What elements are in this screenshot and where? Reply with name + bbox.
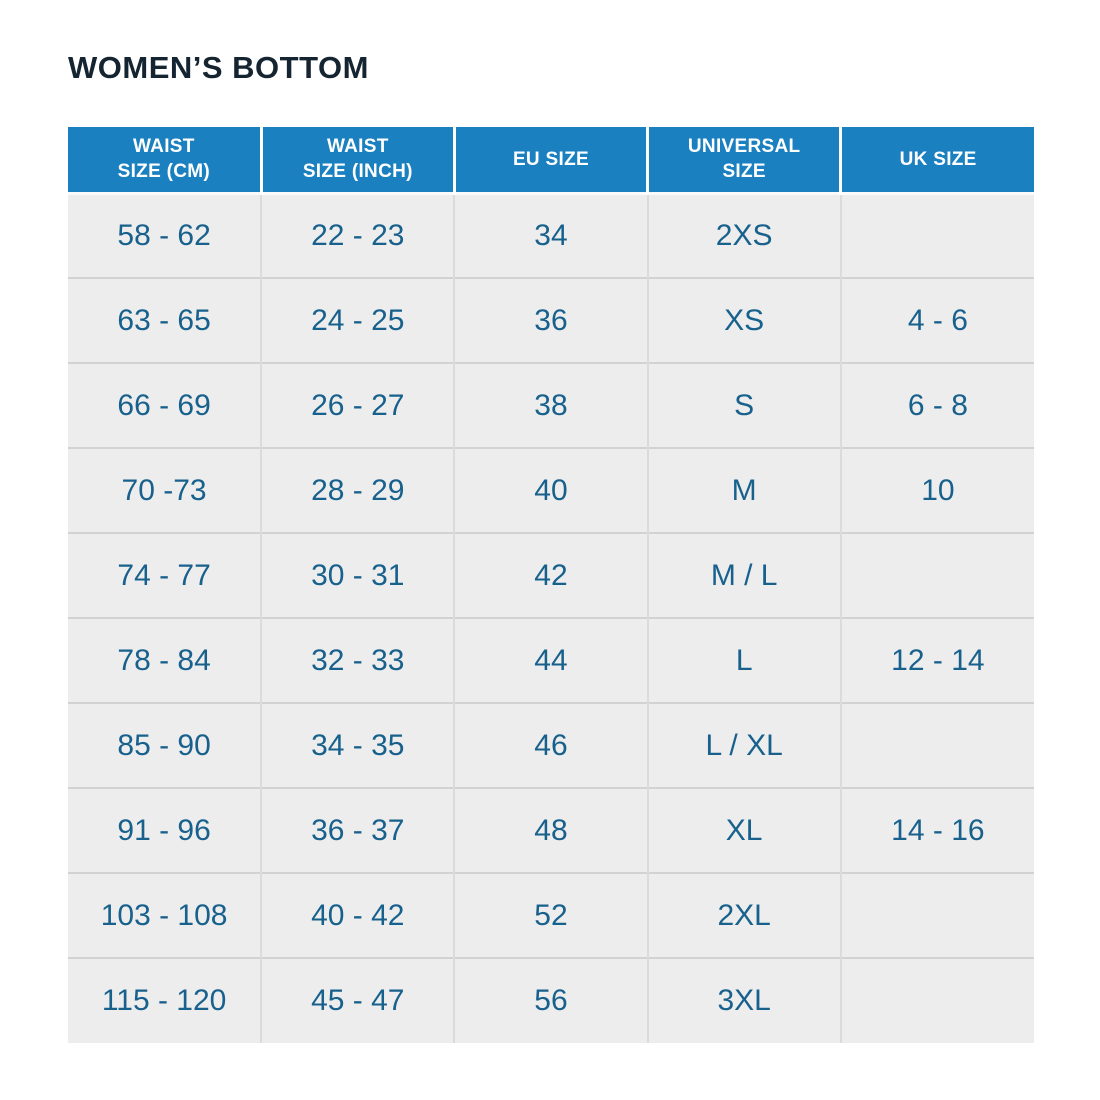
table-cell: 26 - 27 — [260, 362, 455, 448]
table-cell: 38 — [453, 362, 648, 448]
table-row: 58 - 62 22 - 23 34 2XS — [68, 191, 1034, 278]
table-cell: 28 - 29 — [260, 447, 455, 533]
table-cell: 2XS — [646, 191, 841, 278]
table-cell: 56 — [453, 957, 648, 1043]
table-cell: 36 — [453, 277, 648, 363]
table-cell: 12 - 14 — [839, 617, 1034, 703]
table-cell: 3XL — [646, 957, 841, 1043]
table-cell: 66 - 69 — [68, 362, 262, 448]
table-cell: 45 - 47 — [260, 957, 455, 1043]
table-cell: 74 - 77 — [68, 532, 262, 618]
table-cell: 52 — [453, 872, 648, 958]
table-cell: XL — [646, 787, 841, 873]
table-cell: 103 - 108 — [68, 872, 262, 958]
table-row: 103 - 108 40 - 42 52 2XL — [68, 872, 1034, 958]
table-cell: 48 — [453, 787, 648, 873]
table-cell: S — [646, 362, 841, 448]
table-cell: 42 — [453, 532, 648, 618]
table-cell: 40 - 42 — [260, 872, 455, 958]
table-cell — [839, 872, 1034, 958]
table-cell: L / XL — [646, 702, 841, 788]
table-cell: 22 - 23 — [260, 191, 455, 278]
table-cell: 10 — [839, 447, 1034, 533]
column-header-uk-size: UK SIZE — [839, 127, 1034, 193]
table-cell: M / L — [646, 532, 841, 618]
table-row: 66 - 69 26 - 27 38 S 6 - 8 — [68, 362, 1034, 448]
table-cell: 46 — [453, 702, 648, 788]
table-cell: M — [646, 447, 841, 533]
table-cell: 58 - 62 — [68, 191, 262, 278]
table-cell: 91 - 96 — [68, 787, 262, 873]
column-header-waist-cm: WAIST SIZE (CM) — [68, 127, 262, 193]
size-chart-page: WOMEN’S BOTTOM WAIST SIZE (CM) WAIST SIZ… — [68, 50, 1034, 1043]
table-cell: L — [646, 617, 841, 703]
table-cell: 78 - 84 — [68, 617, 262, 703]
table-cell: 70 -73 — [68, 447, 262, 533]
table-row: 91 - 96 36 - 37 48 XL 14 - 16 — [68, 787, 1034, 873]
page-title: WOMEN’S BOTTOM — [68, 50, 369, 85]
table-cell: 115 - 120 — [68, 957, 262, 1043]
table-cell — [839, 957, 1034, 1043]
table-cell: XS — [646, 277, 841, 363]
column-header-eu-size: EU SIZE — [452, 127, 648, 193]
table-cell: 14 - 16 — [839, 787, 1034, 873]
table-cell — [839, 702, 1034, 788]
table-cell — [839, 191, 1034, 278]
size-table: WAIST SIZE (CM) WAIST SIZE (INCH) EU SIZ… — [68, 127, 1034, 1043]
table-cell: 40 — [453, 447, 648, 533]
header-row: WAIST SIZE (CM) WAIST SIZE (INCH) EU SIZ… — [68, 127, 1034, 193]
column-header-universal-size: UNIVERSAL SIZE — [646, 127, 841, 193]
table-cell: 36 - 37 — [260, 787, 455, 873]
size-table-body: 58 - 62 22 - 23 34 2XS 63 - 65 24 - 25 36 XS 4 -… — [68, 191, 1034, 1043]
table-row: 70 -73 28 - 29 40 M 10 — [68, 447, 1034, 533]
table-cell: 2XL — [646, 872, 841, 958]
table-row: 85 - 90 34 - 35 46 L / XL — [68, 702, 1034, 788]
table-cell: 4 - 6 — [839, 277, 1034, 363]
table-row: 115 - 120 45 - 47 56 3XL — [68, 957, 1034, 1043]
table-cell: 6 - 8 — [839, 362, 1034, 448]
table-cell: 30 - 31 — [260, 532, 455, 618]
column-header-waist-inch: WAIST SIZE (INCH) — [259, 127, 455, 193]
table-cell: 24 - 25 — [260, 277, 455, 363]
table-cell — [839, 532, 1034, 618]
table-cell: 63 - 65 — [68, 277, 262, 363]
table-cell: 34 - 35 — [260, 702, 455, 788]
table-cell: 85 - 90 — [68, 702, 262, 788]
table-row: 63 - 65 24 - 25 36 XS 4 - 6 — [68, 277, 1034, 363]
table-row: 74 - 77 30 - 31 42 M / L — [68, 532, 1034, 618]
table-cell: 44 — [453, 617, 648, 703]
table-row: 78 - 84 32 - 33 44 L 12 - 14 — [68, 617, 1034, 703]
table-cell: 34 — [453, 191, 648, 278]
size-table-header: WAIST SIZE (CM) WAIST SIZE (INCH) EU SIZ… — [68, 127, 1034, 193]
table-cell: 32 - 33 — [260, 617, 455, 703]
